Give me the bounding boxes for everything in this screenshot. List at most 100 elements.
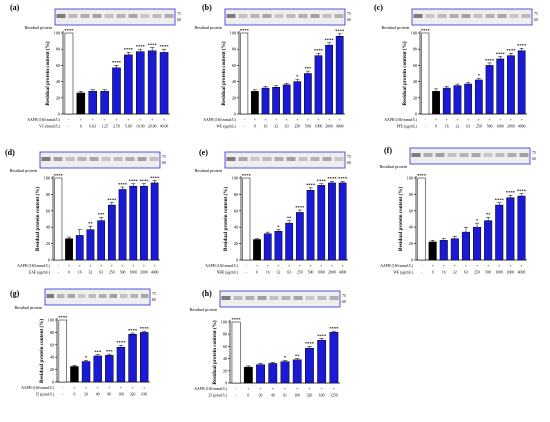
blot-band xyxy=(262,157,272,161)
dose-tick-label: 16 xyxy=(78,271,82,275)
blot-image: Residual protein 75 60 xyxy=(194,8,351,30)
blot-marker-60: 60 xyxy=(534,18,538,22)
bar xyxy=(242,177,251,261)
y-tick-label: 80 xyxy=(46,192,50,197)
blot-image: Residual protein 75 60 xyxy=(194,151,351,173)
blot-band xyxy=(109,294,117,298)
blot-band xyxy=(56,14,66,18)
y-tick-label: 80 xyxy=(232,47,236,52)
dose-tick-label: 0 xyxy=(80,125,82,129)
aaph-sign: - xyxy=(244,118,246,122)
y-tick-label: 40 xyxy=(413,79,417,84)
bar xyxy=(129,185,138,261)
dose-tick-label: 4000 xyxy=(151,271,159,275)
bar xyxy=(474,79,483,115)
significance-label: **** xyxy=(485,58,495,63)
aaph-sign: + xyxy=(121,264,123,268)
bar xyxy=(75,235,84,261)
blot-band xyxy=(116,14,126,18)
blot-band xyxy=(449,14,459,18)
y-tick-label: 60 xyxy=(56,63,60,68)
aaph-sign: - xyxy=(58,264,60,268)
y-tick-label: 60 xyxy=(234,208,238,213)
blot-band xyxy=(238,157,248,161)
dose-tick-label: 32 xyxy=(89,271,93,275)
dose-tick-label: 2000 xyxy=(325,125,333,129)
blot-image: Residual protein 75 60 xyxy=(381,8,538,30)
chart-panel: (b) Residual protein 75 60 0 20 40 60 80 100Resid… xyxy=(194,3,350,129)
dose-tick-label: 1000 xyxy=(495,271,503,275)
dose-tick-label: 0 xyxy=(256,271,258,275)
significance-label: **** xyxy=(306,183,316,188)
y-tick-label: 40 xyxy=(232,79,236,84)
aaph-sign: + xyxy=(127,118,129,122)
aaph-sign: + xyxy=(143,386,145,390)
blot-image: Residual protein 75 60 xyxy=(9,151,166,173)
blot-band xyxy=(233,296,243,300)
significance-label: **** xyxy=(232,317,242,322)
blot-band xyxy=(435,153,445,157)
significance-label: **** xyxy=(136,44,146,49)
blot-band xyxy=(221,296,231,300)
aaph-sign: + xyxy=(111,264,113,268)
blot-band xyxy=(413,14,423,18)
aaph-sign: + xyxy=(307,118,309,122)
aaph-row-label: AAPH (160 mmol/L) xyxy=(194,387,227,391)
y-tick-label: 100 xyxy=(48,318,54,323)
significance-label: **** xyxy=(159,44,169,49)
bar xyxy=(517,50,526,115)
bar xyxy=(417,177,426,261)
bar xyxy=(100,91,109,115)
dose-tick-label: - xyxy=(62,393,64,397)
bar xyxy=(473,226,482,261)
dose-tick-label: 2000 xyxy=(328,271,336,275)
dose-row-label: EAE (μg/mL) xyxy=(29,271,51,275)
bar xyxy=(147,50,157,115)
bar xyxy=(64,32,74,115)
blot-band xyxy=(509,14,519,18)
blot-band xyxy=(140,14,150,18)
y-tick-label: 80 xyxy=(50,330,54,335)
dose-tick-label: 40 xyxy=(96,393,100,397)
y-tick-label: 20 xyxy=(46,241,50,246)
dose-tick-label: 20.00 xyxy=(148,125,157,129)
blot-band xyxy=(130,294,138,298)
dose-tick-label: 630 xyxy=(319,394,325,398)
blot-frame xyxy=(411,8,533,26)
dose-tick-label: 1.25 xyxy=(101,125,108,129)
significance-label: **** xyxy=(150,175,160,180)
significance-label: **** xyxy=(506,48,516,53)
bar xyxy=(88,91,98,115)
y-tick-label: 20 xyxy=(413,95,417,100)
dose-row-label: 25 (μmol/L) xyxy=(208,394,227,398)
aaph-sign: + xyxy=(478,118,480,122)
blot-band xyxy=(461,14,471,18)
dose-tick-label: 0 xyxy=(435,125,437,129)
aaph-sign: + xyxy=(443,264,445,268)
blot-band xyxy=(459,153,469,157)
blot-label: Residual protein xyxy=(379,164,407,169)
dose-tick-label: 16 xyxy=(442,271,446,275)
blot-band xyxy=(423,153,433,157)
y-tick-label: 0 xyxy=(234,112,236,117)
panel-label: (f) xyxy=(384,146,392,155)
aaph-sign: + xyxy=(92,118,94,122)
significance-label: **** xyxy=(317,179,327,184)
chart-panel: (h)Residual protein7560020406080100Resid… xyxy=(189,289,345,398)
dose-tick-label: 500 xyxy=(120,271,126,275)
blot-band xyxy=(120,294,128,298)
y-tick-label: 40 xyxy=(46,225,50,230)
dose-tick-label: - xyxy=(425,125,427,129)
bar xyxy=(453,85,462,115)
blot-label: Residual protein xyxy=(189,307,217,312)
bar xyxy=(432,91,440,115)
aaph-sign: - xyxy=(68,118,70,122)
bar xyxy=(285,222,294,261)
bar xyxy=(139,332,149,383)
bar xyxy=(58,319,68,383)
dose-tick-label: 20 xyxy=(84,393,88,397)
dose-tick-label: 4000 xyxy=(336,125,344,129)
blot-band xyxy=(65,157,75,161)
dose-tick-label: 32 xyxy=(453,271,457,275)
aaph-sign: + xyxy=(154,264,156,268)
